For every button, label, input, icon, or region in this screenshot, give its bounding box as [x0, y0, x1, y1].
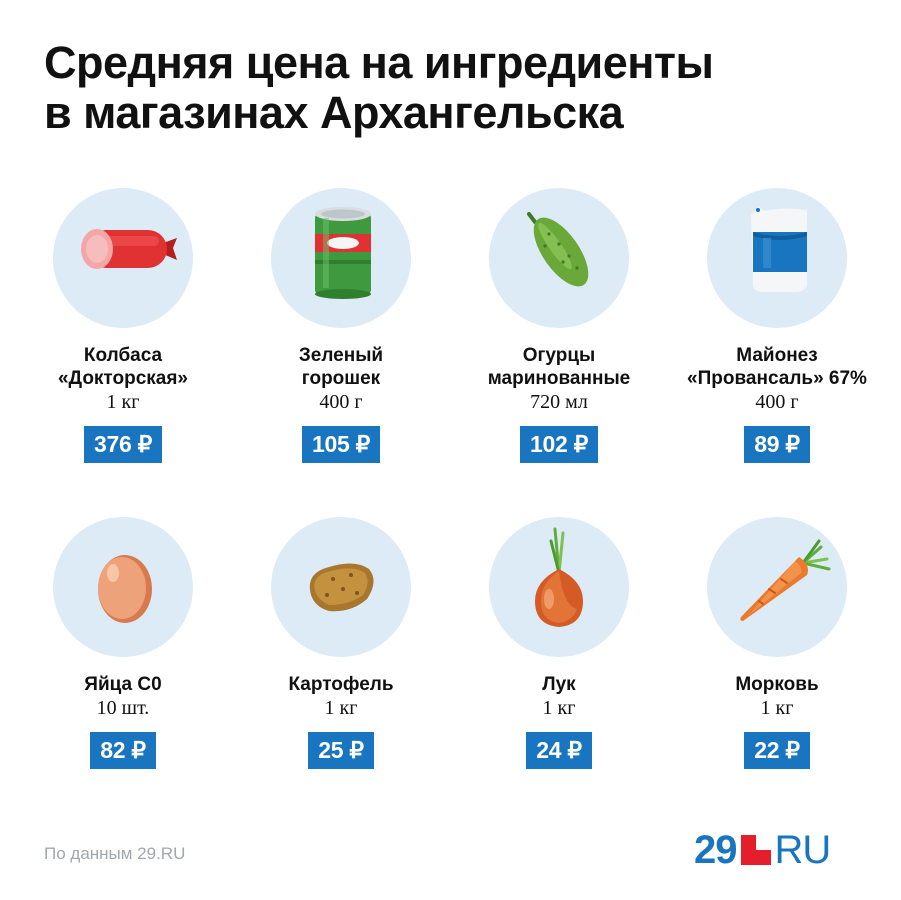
price-badge: 24 ₽ — [526, 732, 592, 769]
logo-mark-icon — [740, 835, 771, 865]
price-badge: 89 ₽ — [744, 426, 810, 463]
ingredient-name-line-1: Колбаса — [83, 345, 163, 366]
price-badge: 25 ₽ — [308, 732, 374, 769]
price-badge: 82 ₽ — [90, 732, 156, 769]
ingredient-name-line-2: «Провансаль» 67% — [687, 368, 867, 389]
ingredient-quantity: 720 мл — [530, 391, 588, 413]
page-title: Средняя цена на ингредиенты в магазинах … — [44, 38, 864, 138]
cucumber-icon — [527, 212, 589, 287]
ingredient-name: Картофель — [232, 673, 450, 696]
carrot-icon — [740, 539, 831, 621]
ingredient-name: Яйца С0 — [14, 673, 232, 696]
icon-circle — [53, 188, 193, 328]
ingredient-card-onion: Лук 1 кг 24 ₽ — [450, 517, 668, 769]
ingredient-name-line-1: Зеленый — [298, 345, 384, 366]
ingredient-quantity: 1 кг — [324, 697, 358, 719]
ingredient-card-eggs: Яйца С0 10 шт. 82 ₽ — [14, 517, 232, 769]
price-badge: 102 ₽ — [520, 426, 598, 463]
ingredient-name-line-1: Яйца С0 — [84, 674, 162, 695]
icon-circle — [53, 517, 193, 657]
icon-circle — [707, 517, 847, 657]
onion-icon — [535, 527, 583, 627]
ingredient-card-potato: Картофель 1 кг 25 ₽ — [232, 517, 450, 769]
sausage-icon — [81, 229, 177, 269]
ingredient-quantity: 1 кг — [760, 697, 794, 719]
icon-circle — [489, 517, 629, 657]
price-badge: 22 ₽ — [744, 732, 810, 769]
ingredient-card-peas: Зеленый горошек 400 г 105 ₽ — [232, 188, 450, 463]
brand-logo[interactable]: 29 RU — [694, 827, 832, 872]
ingredient-name: Лук — [450, 673, 668, 696]
ingredient-name-line-1: Огурцы — [522, 345, 596, 366]
ingredient-name-line-2: маринованные — [487, 368, 631, 389]
ingredient-name: Зеленый горошек — [232, 344, 450, 390]
ingredient-quantity: 400 г — [755, 391, 799, 413]
ingredient-name: Майонез «Провансаль» 67% — [668, 344, 886, 390]
price-badge: 105 ₽ — [302, 426, 380, 463]
peas-can-icon — [315, 207, 371, 299]
ingredient-name-line-1: Лук — [542, 674, 576, 695]
ingredient-quantity: 1 кг — [106, 391, 140, 413]
ingredient-card-mayonnaise: Майонез «Провансаль» 67% 400 г 89 ₽ — [668, 188, 886, 463]
icon-circle — [489, 188, 629, 328]
ingredient-quantity: 10 шт. — [96, 697, 150, 719]
title-line-2: в магазинах Архангельска — [44, 87, 624, 138]
ingredient-name-line-1: Картофель — [288, 674, 394, 695]
potato-icon — [309, 563, 374, 612]
logo-text: RU — [774, 827, 832, 872]
icon-circle — [707, 188, 847, 328]
mayonnaise-icon — [751, 206, 807, 292]
ingredient-name: Морковь — [668, 673, 886, 696]
ingredient-card-cucumber: Огурцы маринованные 720 мл 102 ₽ — [450, 188, 668, 463]
ingredient-name: Колбаса «Докторская» — [14, 344, 232, 390]
logo-number: 29 — [694, 827, 737, 872]
icon-circle — [271, 188, 411, 328]
ingredient-name-line-1: Морковь — [735, 674, 819, 695]
ingredient-quantity: 1 кг — [542, 697, 576, 719]
egg-icon — [98, 555, 152, 623]
icon-circle — [271, 517, 411, 657]
ingredient-name-line-1: Майонез — [736, 345, 818, 366]
price-badge: 376 ₽ — [84, 426, 162, 463]
ingredient-quantity: 400 г — [319, 391, 363, 413]
ingredient-card-sausage: Колбаса «Докторская» 1 кг 376 ₽ — [14, 188, 232, 463]
ingredient-name: Огурцы маринованные — [450, 344, 668, 390]
source-note: По данным 29.RU — [44, 844, 186, 863]
ingredient-name-line-2: горошек — [301, 368, 381, 389]
ingredient-card-carrot: Морковь 1 кг 22 ₽ — [668, 517, 886, 769]
ingredient-name-line-2: «Докторская» — [57, 368, 188, 389]
title-line-1: Средняя цена на ингредиенты — [44, 37, 714, 88]
